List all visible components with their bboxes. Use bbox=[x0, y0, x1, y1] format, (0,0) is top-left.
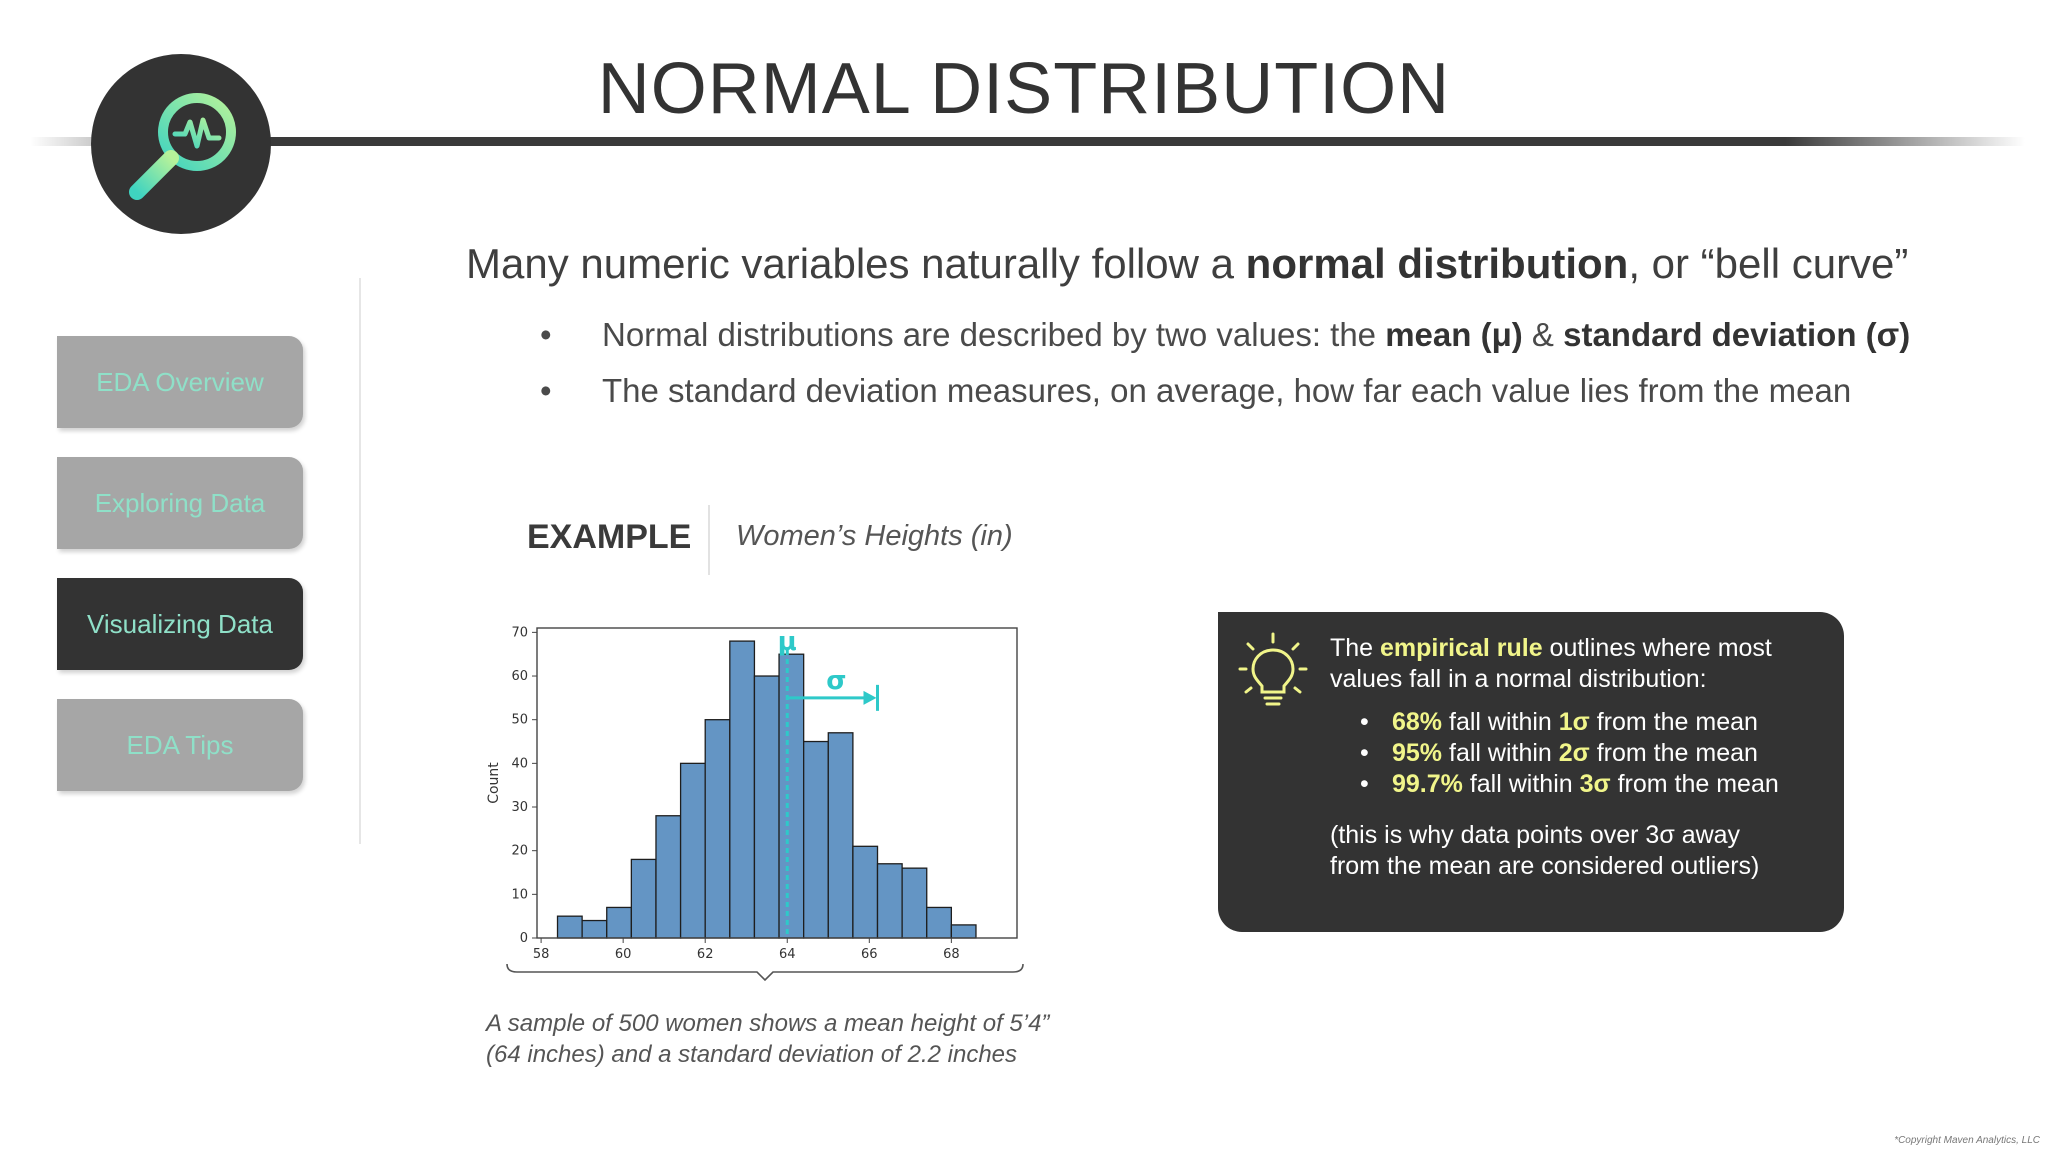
lead-text: Many numeric variables naturally follow … bbox=[466, 240, 1909, 287]
histogram-bar bbox=[630, 858, 657, 939]
histogram-svg: 58 60 62 64 66 68 0 10 20 30 40 50 60 70 Count μ σ bbox=[486, 625, 1024, 982]
rule-list: • 68% fall within 1σ from the mean • 95% f… bbox=[1330, 707, 1830, 800]
histogram-bar bbox=[950, 924, 977, 939]
histogram-bar bbox=[753, 675, 780, 939]
rule-note: (this is why data points over 3σ away fr… bbox=[1330, 821, 1760, 880]
histogram-bar bbox=[778, 653, 805, 939]
bullet-dot: • bbox=[540, 372, 552, 409]
sidebar-divider bbox=[359, 278, 361, 844]
rule-item: • 95% fall within 2σ from the mean bbox=[1360, 739, 1758, 767]
rule-item: • 68% fall within 1σ from the mean bbox=[1360, 708, 1758, 736]
x-tick-label: 64 bbox=[779, 947, 796, 962]
y-axis-label: Count bbox=[486, 762, 502, 804]
header-divider bbox=[30, 137, 2025, 146]
lightbulb-icon bbox=[1238, 630, 1308, 715]
y-tick-label: 10 bbox=[511, 887, 528, 902]
example-subject: Women’s Heights (in) bbox=[736, 520, 1013, 552]
x-tick-label: 62 bbox=[697, 947, 714, 962]
empirical-rule-box bbox=[1218, 612, 1844, 932]
x-tick-label: 68 bbox=[943, 947, 960, 962]
y-tick-label: 70 bbox=[511, 625, 528, 640]
y-tick-label: 30 bbox=[511, 800, 528, 815]
y-tick-label: 50 bbox=[511, 713, 528, 728]
histogram-bar bbox=[655, 815, 682, 939]
histogram-bar bbox=[606, 906, 633, 939]
histogram-bar bbox=[901, 867, 928, 939]
x-tick-label: 60 bbox=[615, 947, 632, 962]
lead-emphasis: normal distribution bbox=[1245, 240, 1629, 287]
y-tick-label: 40 bbox=[511, 756, 528, 771]
histogram-bar bbox=[803, 740, 829, 939]
histogram-chart: 58 60 62 64 66 68 0 10 20 30 40 50 60 70 Count μ σ bbox=[470, 612, 1030, 1002]
x-tick-label: 58 bbox=[533, 947, 550, 962]
empirical-rule-text: The empirical rule outlines where most v… bbox=[1330, 633, 1830, 882]
rule-intro: The empirical rule outlines where most v… bbox=[1330, 634, 1772, 693]
example-label: EXAMPLE bbox=[527, 518, 692, 556]
sidebar-item-label: EDA Tips bbox=[126, 729, 234, 760]
example-separator bbox=[708, 505, 710, 575]
histogram-bar bbox=[556, 915, 583, 939]
histogram-bar bbox=[581, 919, 608, 939]
logo bbox=[91, 54, 271, 234]
sidebar-item-eda-overview[interactable]: EDA Overview bbox=[57, 336, 303, 428]
x-tick-label: 66 bbox=[861, 947, 878, 962]
histogram-bar bbox=[852, 845, 879, 939]
histogram-bar bbox=[876, 863, 903, 939]
chart-caption: A sample of 500 women shows a mean heigh… bbox=[486, 1010, 1050, 1068]
histogram-bar bbox=[926, 906, 953, 939]
sigma-arrowhead bbox=[863, 690, 877, 705]
bullet-dot: • bbox=[540, 316, 552, 353]
mean-label: μ bbox=[778, 627, 797, 657]
magnifier-pulse-icon bbox=[129, 93, 236, 200]
histogram-bar bbox=[729, 640, 756, 939]
sidebar-item-visualizing-data[interactable]: Visualizing Data bbox=[57, 578, 303, 670]
y-tick-label: 20 bbox=[511, 844, 528, 859]
histogram-bar bbox=[827, 732, 854, 939]
page-title: NORMAL DISTRIBUTION bbox=[597, 49, 1451, 129]
plot-frame bbox=[536, 627, 1018, 939]
sidebar-item-label: EDA Overview bbox=[96, 366, 264, 397]
y-tick-label: 60 bbox=[511, 669, 528, 684]
sigma-label: σ bbox=[826, 666, 846, 696]
rule-item: • 99.7% fall within 3σ from the mean bbox=[1360, 770, 1779, 798]
sidebar-item-eda-tips[interactable]: EDA Tips bbox=[57, 699, 303, 791]
sidebar-item-label: Visualizing Data bbox=[87, 608, 273, 639]
copyright-text: *Copyright Maven Analytics, LLC bbox=[1894, 1135, 2040, 1146]
y-tick-label: 0 bbox=[520, 931, 528, 946]
caption-brace bbox=[506, 963, 1024, 982]
sidebar-item-label: Exploring Data bbox=[94, 487, 266, 518]
histogram-bar bbox=[704, 719, 731, 939]
histogram-bar bbox=[679, 762, 706, 939]
sidebar-item-exploring-data[interactable]: Exploring Data bbox=[57, 457, 303, 549]
